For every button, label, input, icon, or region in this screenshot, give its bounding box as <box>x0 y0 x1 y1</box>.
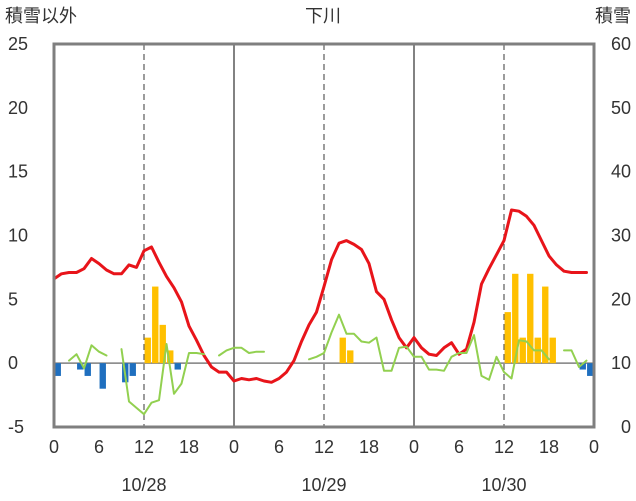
precipitation-bar <box>159 324 166 364</box>
wind-line <box>120 343 205 416</box>
precipitation-bar <box>167 350 174 364</box>
y-left-tick-label: 10 <box>8 226 28 246</box>
y-left-tick-labels: -5 0 5 10 15 20 25 <box>8 34 28 437</box>
x-tick-label: 0 <box>409 437 419 457</box>
y-left-tick-label: 0 <box>8 353 18 373</box>
y-right-tick-label: 60 <box>611 34 631 54</box>
grid <box>54 44 594 427</box>
x-tick-label: 0 <box>49 437 59 457</box>
y-right-tick-label: 10 <box>611 353 631 373</box>
sunshine_bars-bar <box>129 363 136 376</box>
sunshine_bars-bar <box>99 363 106 389</box>
x-tick-label: 12 <box>134 437 154 457</box>
x-tick-labels: 0 6 12 18 0 6 12 18 0 6 12 18 0 <box>49 437 599 457</box>
y-right-tick-label: 30 <box>611 226 631 246</box>
wind-line <box>68 344 108 370</box>
precipitation-bar <box>542 286 549 364</box>
precipitation-bar <box>152 286 159 364</box>
y-right-tick-label: 40 <box>611 162 631 182</box>
sunshine_bars-bar <box>579 363 586 370</box>
sunshine_bars-bar <box>54 363 61 376</box>
date-label: 10/29 <box>301 475 346 495</box>
sunshine_bars-bar <box>174 363 181 370</box>
date-label: 10/28 <box>121 475 166 495</box>
temperature-line <box>52 208 588 384</box>
date-labels: 10/28 10/29 10/30 <box>121 475 526 495</box>
x-tick-label: 6 <box>454 437 464 457</box>
y-right-tick-label: 50 <box>611 98 631 118</box>
precipitation-bar <box>504 312 511 364</box>
x-tick-label: 0 <box>589 437 599 457</box>
x-tick-label: 0 <box>229 437 239 457</box>
y-left-tick-label: 15 <box>8 162 28 182</box>
date-label: 10/30 <box>481 475 526 495</box>
wind-line <box>218 346 265 357</box>
y-right-tick-labels: 0 10 20 30 40 50 60 <box>611 34 631 437</box>
x-tick-label: 6 <box>94 437 104 457</box>
y-left-tick-label: 25 <box>8 34 28 54</box>
x-tick-label: 18 <box>359 437 379 457</box>
sunshine_bars-bar <box>587 363 594 376</box>
y-left-tick-label: -5 <box>8 417 24 437</box>
precipitation-bar <box>512 273 519 364</box>
x-tick-label: 12 <box>314 437 334 457</box>
chart-title: 下川 <box>305 6 341 27</box>
precipitation-bar <box>347 350 354 364</box>
y-right-tick-label: 20 <box>611 289 631 309</box>
sunshine_bars-bar <box>77 363 84 370</box>
x-tick-label: 18 <box>539 437 559 457</box>
sunshine_bars-bar <box>84 363 91 376</box>
y-left-label: 積雪以外 <box>5 6 77 27</box>
y-left-tick-label: 20 <box>8 98 28 118</box>
y-right-tick-label: 0 <box>621 417 631 437</box>
precipitation-bar <box>339 337 346 364</box>
precipitation-bar <box>144 337 151 364</box>
wind-line <box>563 349 588 368</box>
x-tick-label: 6 <box>274 437 284 457</box>
precipitation-bar <box>527 273 534 364</box>
y-left-tick-label: 5 <box>8 289 18 309</box>
precipitation-bar <box>549 337 556 364</box>
precipitation-bar <box>519 337 526 364</box>
wind-line <box>308 313 550 381</box>
x-tick-label: 18 <box>179 437 199 457</box>
x-tick-label: 12 <box>494 437 514 457</box>
plot-frame <box>52 42 596 429</box>
plot-border <box>52 42 596 429</box>
y-right-label: 積雪 <box>595 6 631 27</box>
